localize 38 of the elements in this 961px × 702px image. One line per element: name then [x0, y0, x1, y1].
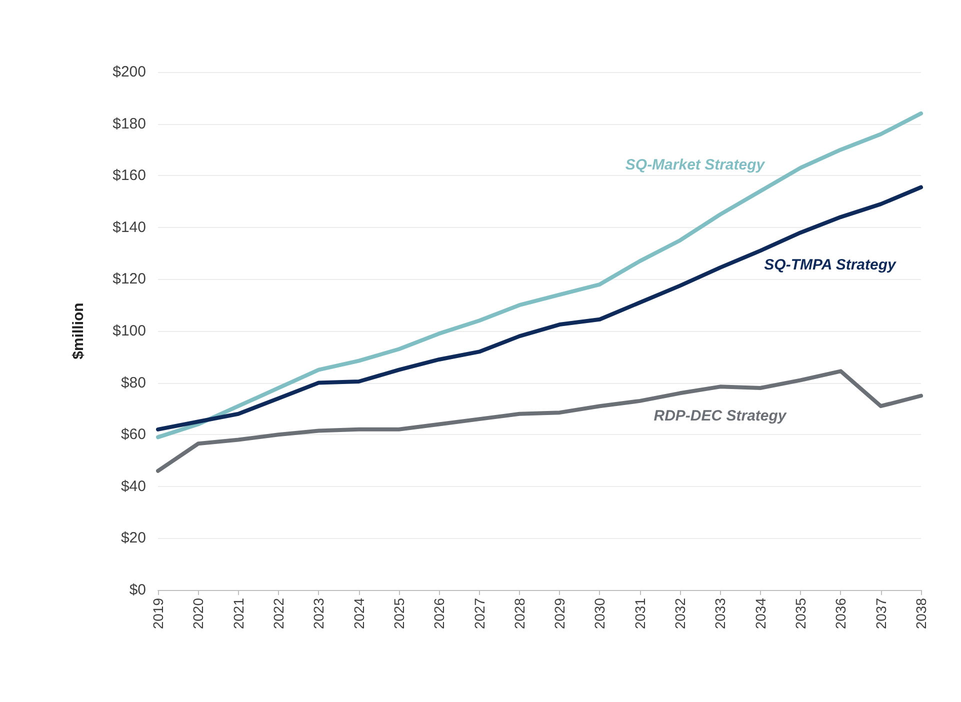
x-tick-label: 2030 [592, 598, 608, 630]
x-tick-label: 2029 [552, 598, 568, 630]
x-tick-label: 2033 [712, 598, 728, 630]
y-tick-label: $60 [120, 426, 146, 444]
y-tick-label: $200 [112, 64, 146, 80]
y-tick-label: $180 [112, 115, 146, 132]
x-tick-label: 2024 [350, 598, 367, 630]
x-tick-label: 2035 [792, 598, 809, 630]
x-tick-label: 2022 [270, 598, 286, 630]
x-tick-label: 2028 [511, 598, 528, 630]
line-series [156, 111, 923, 440]
x-tick-label: 2019 [150, 598, 166, 630]
y-axis-title: $million [70, 302, 87, 360]
y-tick-label: $80 [120, 374, 146, 392]
series-label: SQ-Market Strategy [625, 156, 766, 174]
line-series [156, 369, 923, 473]
line-series [156, 185, 923, 432]
x-tick-label: 2020 [190, 598, 206, 630]
x-tick-label: 2034 [752, 598, 768, 630]
x-tick-label: 2027 [471, 598, 488, 630]
x-tick-label: 2038 [913, 598, 929, 630]
y-tick-label: $40 [120, 478, 146, 495]
y-tick-label: $140 [112, 218, 146, 236]
x-tick-label: 2037 [872, 598, 889, 630]
x-tick-label: 2026 [431, 598, 448, 630]
y-tick-label: $120 [112, 270, 146, 288]
x-tick-label: 2023 [310, 598, 327, 630]
x-tick-label: 2021 [230, 598, 246, 630]
y-tick-label: $0 [129, 582, 146, 598]
x-tick-label: 2036 [832, 598, 849, 630]
x-tick-label: 2031 [632, 598, 648, 630]
y-tick-label: $160 [112, 167, 146, 184]
y-tick-label: $100 [112, 322, 146, 340]
x-tick-label: 2025 [390, 598, 407, 630]
series-label: SQ-TMPA Strategy [764, 256, 896, 274]
series-label: RDP-DEC Strategy [654, 408, 787, 424]
y-tick-label: $20 [120, 530, 146, 547]
x-tick-label: 2032 [672, 598, 688, 630]
